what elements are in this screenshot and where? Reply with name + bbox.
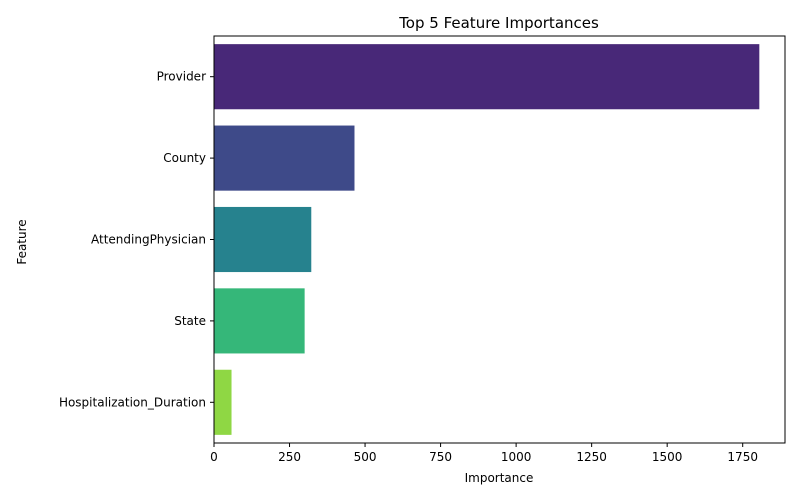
x-axis-label: Importance bbox=[465, 471, 534, 485]
bar-state bbox=[214, 288, 305, 354]
x-tick-label: 1000 bbox=[501, 450, 532, 464]
plot-area-frame bbox=[213, 35, 786, 444]
y-tick-label: AttendingPhysician bbox=[91, 233, 206, 247]
bars-layer bbox=[214, 44, 760, 435]
x-tick-label: 1250 bbox=[576, 450, 607, 464]
y-axis-ticks: Provider County AttendingPhysician State Hos… bbox=[59, 70, 214, 409]
chart-title: Top 5 Feature Importances bbox=[398, 14, 599, 32]
y-axis-label: Feature bbox=[15, 219, 29, 264]
y-tick-label: County bbox=[163, 151, 206, 165]
x-tick-label: 750 bbox=[429, 450, 452, 464]
bar-provider bbox=[214, 44, 760, 110]
x-tick-label: 0 bbox=[210, 450, 218, 464]
y-tick-label: Provider bbox=[157, 70, 206, 84]
x-tick-label: 1750 bbox=[727, 450, 758, 464]
bar-county bbox=[214, 125, 355, 191]
bar-attendingphysician bbox=[214, 206, 312, 273]
x-tick-label: 250 bbox=[278, 450, 301, 464]
x-axis-ticks: 0 250 500 750 1000 1250 1500 1750 bbox=[210, 443, 758, 464]
x-tick-label: 1500 bbox=[652, 450, 683, 464]
y-tick-label: Hospitalization_Duration bbox=[59, 395, 206, 409]
bar-hospitalization-duration bbox=[214, 369, 232, 435]
y-tick-label: State bbox=[174, 314, 206, 328]
axes-frame bbox=[213, 35, 786, 444]
x-tick-label: 500 bbox=[354, 450, 377, 464]
